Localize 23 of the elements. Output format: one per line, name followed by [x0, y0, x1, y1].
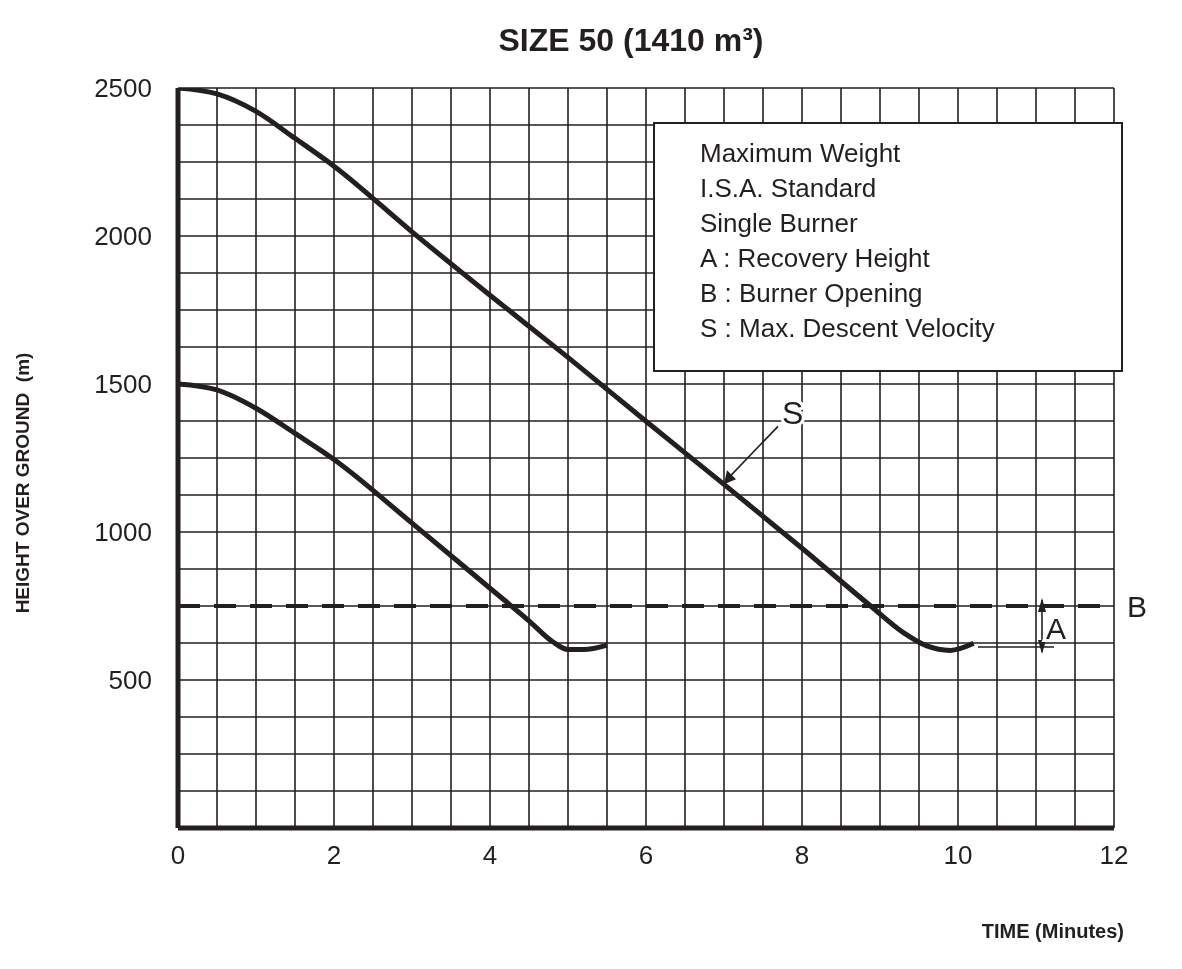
y-tick-label: 500 — [108, 665, 152, 696]
x-tick-label: 6 — [638, 840, 654, 871]
y-tick-label: 2500 — [94, 73, 152, 104]
y-axis-title: HEIGHT OVER GROUND (m) — [12, 352, 34, 614]
y-tick-label: 2000 — [94, 221, 152, 252]
annotation: A : Recovery Height — [700, 242, 931, 275]
x-tick-label: 2 — [326, 840, 342, 871]
y-tick-label: 1500 — [94, 369, 152, 400]
annotation: I.S.A. Standard — [700, 172, 878, 205]
annotation: A — [1046, 612, 1067, 645]
x-axis-title: TIME (Minutes) — [981, 920, 1124, 943]
x-tick-label: 0 — [170, 840, 186, 871]
x-tick-label: 10 — [943, 840, 973, 871]
annotation: S : Max. Descent Velocity — [700, 312, 996, 345]
ref-line-label: B — [1127, 589, 1148, 623]
annotation: Single Burner — [700, 207, 859, 240]
chart-title: SIZE 50 (1410 m³) — [497, 22, 765, 59]
x-tick-label: 12 — [1099, 840, 1129, 871]
annotation: B : Burner Opening — [700, 277, 924, 310]
x-tick-label: 8 — [794, 840, 810, 871]
annotation: Maximum Weight — [700, 137, 902, 170]
y-tick-label: 1000 — [94, 517, 152, 548]
x-tick-label: 4 — [482, 840, 498, 871]
